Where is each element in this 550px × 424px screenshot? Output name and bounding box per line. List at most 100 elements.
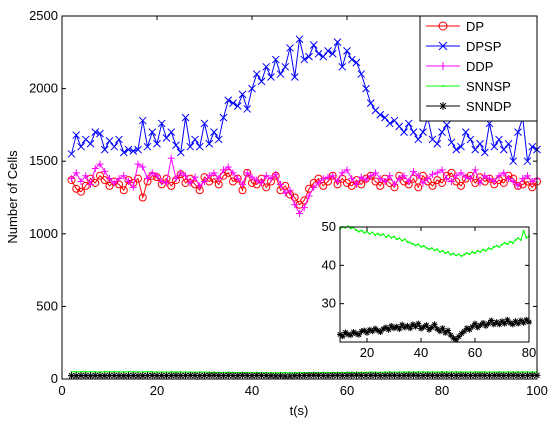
snndp-point <box>410 371 417 379</box>
dp-point <box>100 176 109 185</box>
ddp-point <box>334 178 341 186</box>
inset-series-1-point <box>480 319 487 326</box>
legend-ddp-label: DDP <box>466 59 493 74</box>
ddp-point <box>343 166 351 174</box>
ddp-point <box>253 176 261 184</box>
ddp-point <box>72 169 80 177</box>
ddp-point <box>300 204 308 212</box>
ddp-point <box>153 172 161 180</box>
dpsp-point <box>300 55 309 64</box>
ddp-point <box>115 175 123 183</box>
dpsp-point <box>447 138 456 147</box>
snndp-point <box>291 372 299 380</box>
ddp-point <box>234 175 242 183</box>
snndp-point <box>243 372 251 380</box>
snndp-point <box>96 372 104 380</box>
dpsp-point <box>67 150 76 158</box>
ddp-point <box>277 180 284 188</box>
snndp-point <box>163 372 170 380</box>
snndp-point <box>391 371 398 379</box>
dpsp-point <box>395 122 404 131</box>
dpsp-point <box>366 99 375 107</box>
y-tick-label: 500 <box>36 298 58 313</box>
dpsp-point <box>162 134 171 142</box>
inset-series-1-point <box>496 321 503 328</box>
dp-point <box>138 193 147 202</box>
inset-series-0-point <box>433 249 436 252</box>
ddp-point <box>467 175 474 183</box>
ddp-point <box>443 175 451 183</box>
snndp-point <box>386 371 394 379</box>
ddp-point <box>405 178 413 186</box>
ddp-point <box>395 175 403 183</box>
inset-y-tick-label: 50 <box>322 219 336 234</box>
ddp-point <box>362 176 370 184</box>
ddp-point <box>96 160 104 168</box>
dpsp-point <box>110 142 119 151</box>
ddp-point <box>291 201 299 209</box>
snndp-point <box>148 371 156 379</box>
y-tick-label: 2500 <box>29 8 58 23</box>
inset-series-1-point <box>485 320 492 327</box>
inset-series-1-point <box>472 320 478 327</box>
dpsp-point <box>338 62 347 71</box>
ddp-point <box>68 175 75 183</box>
snndp-point <box>334 371 341 379</box>
dpsp-point <box>409 128 418 137</box>
snndp-point <box>196 372 204 380</box>
ddp-point <box>77 178 85 186</box>
ddp-point <box>462 173 470 181</box>
inset-series-0-point <box>495 244 498 247</box>
inset-series-0-point <box>436 248 439 251</box>
inset-series-1-point <box>463 325 470 332</box>
inset-series-0-point <box>514 239 517 242</box>
inset-series-0-point <box>498 245 501 248</box>
inset-series-1-point <box>434 325 441 332</box>
dpsp-point <box>167 128 176 137</box>
x-tick-label: 80 <box>435 383 449 398</box>
snndp-point <box>272 372 280 380</box>
ddp-point <box>82 172 90 180</box>
ddp-point <box>196 182 204 190</box>
inset-series-0-point <box>455 254 458 257</box>
dpsp-point <box>471 145 480 154</box>
ddp-point <box>239 180 246 188</box>
legend-snnsp-label: SNNSP <box>466 79 511 94</box>
y-tick-label: 0 <box>51 371 58 386</box>
dpsp-point <box>134 145 142 154</box>
dpsp-point <box>191 135 199 144</box>
dpsp-point <box>214 135 223 144</box>
inset-series-1-point <box>439 325 446 332</box>
dpsp-point <box>252 70 261 78</box>
ddp-point <box>191 173 199 181</box>
ddp-point <box>106 175 113 183</box>
dpsp-point <box>186 142 195 151</box>
snndp-point <box>495 371 503 379</box>
snndp-point <box>448 371 455 379</box>
snndp-point <box>134 372 142 380</box>
snndp-point <box>262 372 270 380</box>
inset-plot-frame <box>339 226 530 343</box>
inset-series-0-point <box>503 241 506 244</box>
inset-series-0-point <box>438 250 441 253</box>
ddp-point <box>315 179 322 187</box>
ddp-point <box>448 178 455 186</box>
inset-series-1-point <box>477 322 484 329</box>
dpsp-point <box>257 77 266 86</box>
ddp-point <box>381 178 389 186</box>
ddp-point <box>505 175 512 183</box>
dpsp-point <box>267 73 275 81</box>
dp-point <box>167 181 176 190</box>
inset-series-1-point <box>347 332 354 339</box>
inset-series-1-point <box>474 324 481 331</box>
inset-series-1-point <box>404 322 411 329</box>
dpsp-point <box>153 139 161 148</box>
ddp-point <box>348 175 356 183</box>
inset-series-0-point <box>430 247 433 250</box>
snndp-point <box>433 372 441 380</box>
ddp-point <box>429 170 436 178</box>
snndp-point <box>224 371 232 379</box>
ddp-point <box>471 166 479 174</box>
